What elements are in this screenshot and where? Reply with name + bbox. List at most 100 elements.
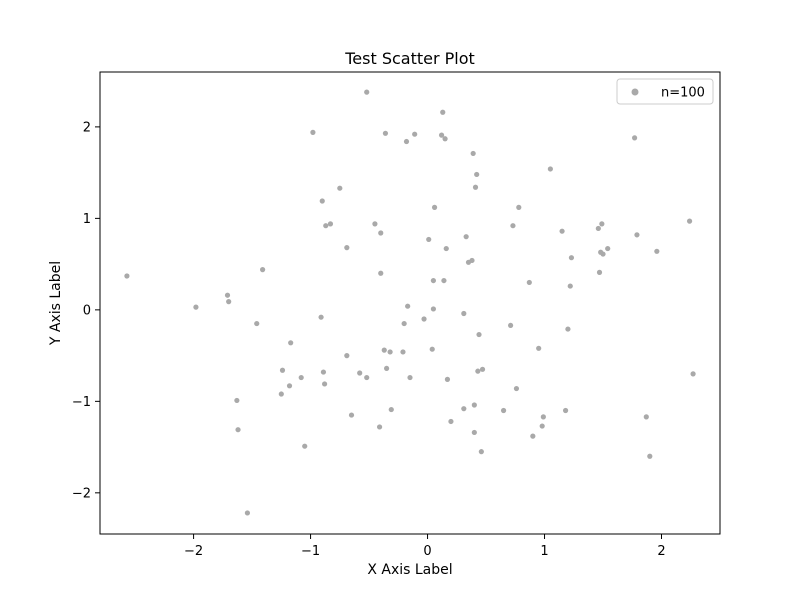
data-point [124,273,130,279]
data-point [441,277,447,284]
data-point [254,320,260,327]
legend-box [616,78,714,105]
y-axis-ticks: −2 −1 0 1 2 [72,120,100,501]
data-point [288,340,294,346]
data-point [364,374,370,381]
data-point [510,223,516,229]
data-point [224,292,231,298]
data-point [319,198,325,204]
data-point [474,171,480,178]
data-point [530,433,536,439]
data-point [595,225,601,232]
legend: n=100 [616,78,714,105]
data-point [327,221,334,227]
legend-label-n100: n=100 [661,86,705,101]
data-point [318,314,324,320]
data-point [278,391,284,397]
data-point [513,385,520,392]
y-tick-label: −2 [72,486,91,501]
data-point [471,429,477,436]
data-point [302,443,308,449]
data-point [605,245,611,252]
data-point [320,369,327,375]
y-tick-label: −1 [72,395,91,410]
legend-marker [631,88,639,96]
data-point [344,353,350,359]
data-point [193,304,199,310]
data-point [431,204,438,210]
data-point [565,326,571,332]
data-point [401,320,407,327]
data-point [568,255,575,261]
y-tick-label: 1 [83,212,91,227]
data-point [478,449,484,455]
data-point [562,407,569,414]
data-point [378,230,384,236]
data-point [226,299,232,305]
data-point [322,381,328,387]
data-point [421,316,427,322]
data-point [234,397,240,404]
data-point [376,424,383,430]
scatter-points [124,89,696,516]
y-axis-label: Y Axis Label [48,261,64,346]
data-point [298,374,304,381]
plot-area-frame [99,71,721,535]
data-point [244,510,250,516]
data-point [654,248,660,254]
data-point [508,322,514,329]
data-point [286,383,293,389]
data-point [235,427,241,433]
data-point [539,423,545,429]
data-point [364,89,370,95]
data-point [443,245,449,252]
data-point [384,365,390,372]
data-point [476,331,482,338]
data-point [686,218,693,224]
data-point [690,371,696,377]
data-point [475,368,481,374]
data-point [400,349,406,355]
data-point [412,131,418,137]
y-tick-label: 0 [83,303,91,318]
data-point [567,283,573,289]
data-point [596,269,603,275]
data-point [472,184,479,190]
x-tick-label: −2 [184,544,203,559]
data-point [337,185,343,191]
data-point [643,414,649,420]
data-point [632,135,638,141]
data-point [348,412,355,418]
data-point [323,223,329,229]
x-axis-label: X Axis Label [367,562,452,578]
data-point [382,130,389,136]
data-point [378,270,384,276]
data-point [634,232,640,238]
data-point [405,303,411,309]
data-point [381,347,387,353]
data-point [448,418,454,425]
x-tick-label: 2 [657,544,665,559]
data-point [526,279,532,286]
data-point [516,204,522,210]
data-point [559,228,565,234]
data-point [440,109,446,115]
data-point [600,251,606,257]
x-tick-label: 0 [423,544,431,559]
data-point [426,236,432,243]
y-tick-label: 2 [83,120,91,135]
x-tick-label: 1 [540,544,548,559]
data-point [429,346,435,352]
data-point [407,374,413,381]
data-point [344,245,350,251]
data-point [388,406,394,413]
data-point [471,402,477,408]
data-point [430,306,436,312]
data-point [403,138,410,145]
data-point [461,310,467,317]
data-point [461,406,467,412]
data-point [463,234,469,240]
data-point [442,136,448,142]
data-point [599,221,605,227]
data-point [444,376,451,382]
